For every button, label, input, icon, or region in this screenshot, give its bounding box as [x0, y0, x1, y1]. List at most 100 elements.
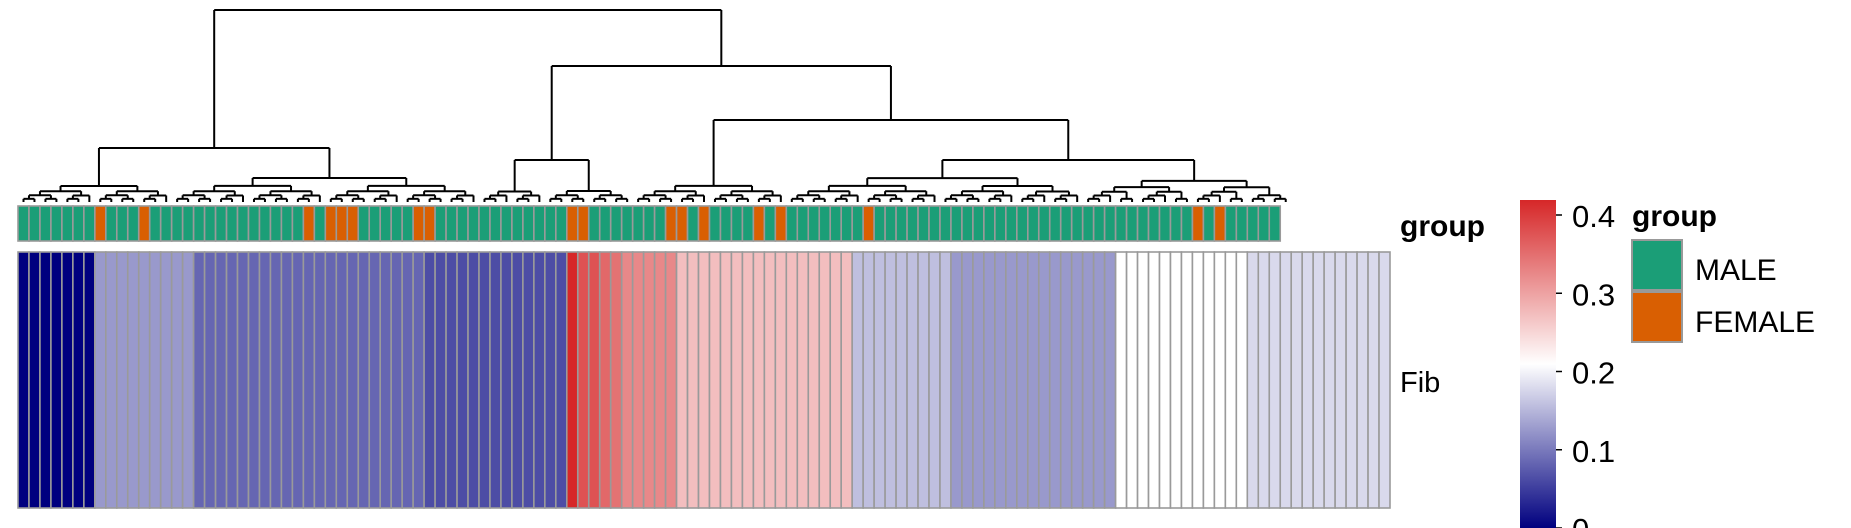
heatmap-cell	[631, 251, 645, 509]
annotation-cell	[972, 205, 985, 242]
heatmap-cell	[401, 251, 414, 509]
annotation-cell	[675, 205, 689, 242]
heatmap-cell	[126, 251, 140, 509]
annotation-cell	[17, 205, 30, 242]
annotation-cell	[862, 205, 875, 242]
annotation-cell	[148, 205, 162, 242]
annotation-cell	[653, 205, 667, 242]
annotation-cell	[1147, 205, 1161, 242]
heatmap-cell	[1235, 251, 1249, 509]
heatmap-cell	[159, 251, 173, 509]
legend-label-female: FEMALE	[1695, 306, 1815, 339]
heatmap-cell	[587, 251, 601, 509]
annotation-cell	[961, 205, 974, 242]
annotation-cell	[1191, 205, 1205, 242]
annotation-cell	[94, 205, 107, 242]
annotation-cell	[642, 205, 656, 242]
annotation-cell	[105, 205, 118, 242]
heatmap-cell	[741, 251, 755, 509]
annotation-cell	[829, 205, 842, 242]
annotation-cell	[467, 205, 480, 242]
heatmap-cell	[115, 251, 129, 509]
heatmap-cell	[1367, 251, 1380, 509]
heatmap-cell	[467, 251, 480, 509]
heatmap-cell	[489, 251, 502, 509]
annotation-cell	[774, 205, 788, 242]
heatmap-cell	[1059, 251, 1073, 509]
heatmap-cell	[1147, 251, 1161, 509]
heatmap-cell	[61, 251, 74, 509]
annotation-cell	[950, 205, 963, 242]
annotation-cell	[906, 205, 919, 242]
heatmap-cell	[1103, 251, 1117, 509]
heatmap-cell	[939, 251, 952, 509]
annotation-cell	[697, 205, 711, 242]
heatmap-cell	[1290, 251, 1303, 509]
annotation-cell	[752, 205, 766, 242]
heatmap-cell	[83, 251, 96, 509]
heatmap-cell	[28, 251, 41, 509]
heatmap-cell	[928, 251, 941, 509]
annotation-cell	[598, 205, 612, 242]
heatmap-cell	[269, 251, 283, 509]
heatmap-cell	[851, 251, 864, 509]
heatmap-cell	[1191, 251, 1205, 509]
annotation-cell	[587, 205, 601, 242]
heatmap-cell	[1070, 251, 1084, 509]
heatmap-cell	[533, 251, 546, 509]
colorbar-tick-label: 0.3	[1572, 277, 1615, 312]
heatmap-cell	[763, 251, 777, 509]
annotation-cell	[50, 205, 63, 242]
heatmap-cell	[1246, 251, 1260, 509]
annotation-cell	[840, 205, 853, 242]
heatmap-cell	[1257, 251, 1271, 509]
heatmap-cell	[313, 251, 327, 509]
heatmap-cell	[368, 251, 382, 509]
heatmap-cells	[17, 251, 1391, 509]
annotation-cell	[401, 205, 414, 242]
heatmap-cell	[346, 251, 360, 509]
heatmap-cell	[730, 251, 744, 509]
heatmap-cell	[719, 251, 733, 509]
heatmap-cell	[1114, 251, 1128, 509]
heatmap-cell	[818, 251, 832, 509]
heatmap-cell	[565, 251, 579, 509]
annotation-cell	[796, 205, 810, 242]
heatmap-cell	[1026, 251, 1040, 509]
heatmap-cell	[302, 251, 316, 509]
annotation-cell	[302, 205, 316, 242]
annotation-cell	[1213, 205, 1227, 242]
annotation-cell	[1246, 205, 1260, 242]
heatmap-cell	[17, 251, 30, 509]
heatmap-cell	[983, 251, 996, 509]
annotation-cell	[203, 205, 217, 242]
annotation-cell	[489, 205, 502, 242]
annotation-cell	[478, 205, 491, 242]
colorbar	[1520, 200, 1556, 528]
heatmap-cell	[1048, 251, 1062, 509]
annotation-cell	[917, 205, 930, 242]
heatmap-cell	[829, 251, 842, 509]
heatmap-cell	[522, 251, 535, 509]
heatmap-cell	[225, 251, 239, 509]
annotation-cell	[983, 205, 996, 242]
annotation-cell	[170, 205, 184, 242]
annotation-cell	[576, 205, 590, 242]
annotation-cell	[1070, 205, 1084, 242]
annotation-cell	[225, 205, 239, 242]
heatmap-cell	[335, 251, 349, 509]
annotation-cell	[741, 205, 755, 242]
annotation-cell	[818, 205, 832, 242]
heatmap-cell	[203, 251, 217, 509]
heatmap-cell	[576, 251, 590, 509]
annotation-cell	[785, 205, 799, 242]
annotation-cell	[533, 205, 546, 242]
annotation-cell	[708, 205, 722, 242]
annotation-cell	[247, 205, 261, 242]
annotation-cell	[1158, 205, 1172, 242]
annotation-cell	[511, 205, 524, 242]
heatmap-cell	[774, 251, 788, 509]
heatmap-cell	[642, 251, 656, 509]
annotation-cell	[939, 205, 952, 242]
heatmap-cell	[236, 251, 250, 509]
